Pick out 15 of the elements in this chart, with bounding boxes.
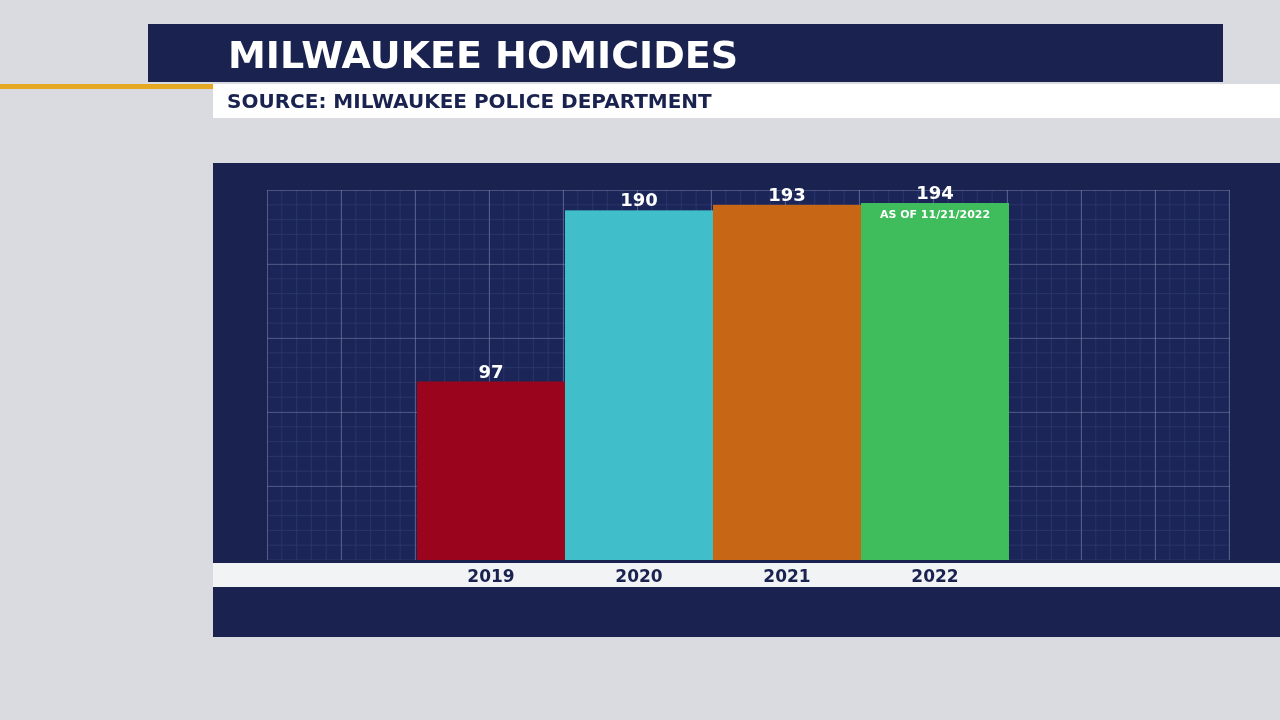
x-tick-label: 2020 bbox=[615, 566, 663, 586]
x-tick-label: 2022 bbox=[911, 566, 959, 586]
bar bbox=[861, 203, 1009, 560]
bar bbox=[565, 210, 713, 560]
chart-title: MILWAUKEE HOMICIDES bbox=[228, 33, 739, 77]
bar bbox=[713, 204, 861, 560]
data-label: 194 bbox=[916, 182, 954, 203]
annotation: AS OF 11/21/2022 bbox=[879, 208, 991, 221]
x-tick-label: 2021 bbox=[763, 566, 811, 586]
x-tick-label: 2019 bbox=[467, 566, 515, 586]
data-label: 97 bbox=[478, 360, 504, 382]
data-label: 190 bbox=[620, 189, 658, 211]
chart-subtitle: SOURCE: MILWAUKEE POLICE DEPARTMENT bbox=[227, 89, 713, 113]
bar bbox=[417, 381, 565, 560]
data-label: 193 bbox=[768, 183, 806, 205]
